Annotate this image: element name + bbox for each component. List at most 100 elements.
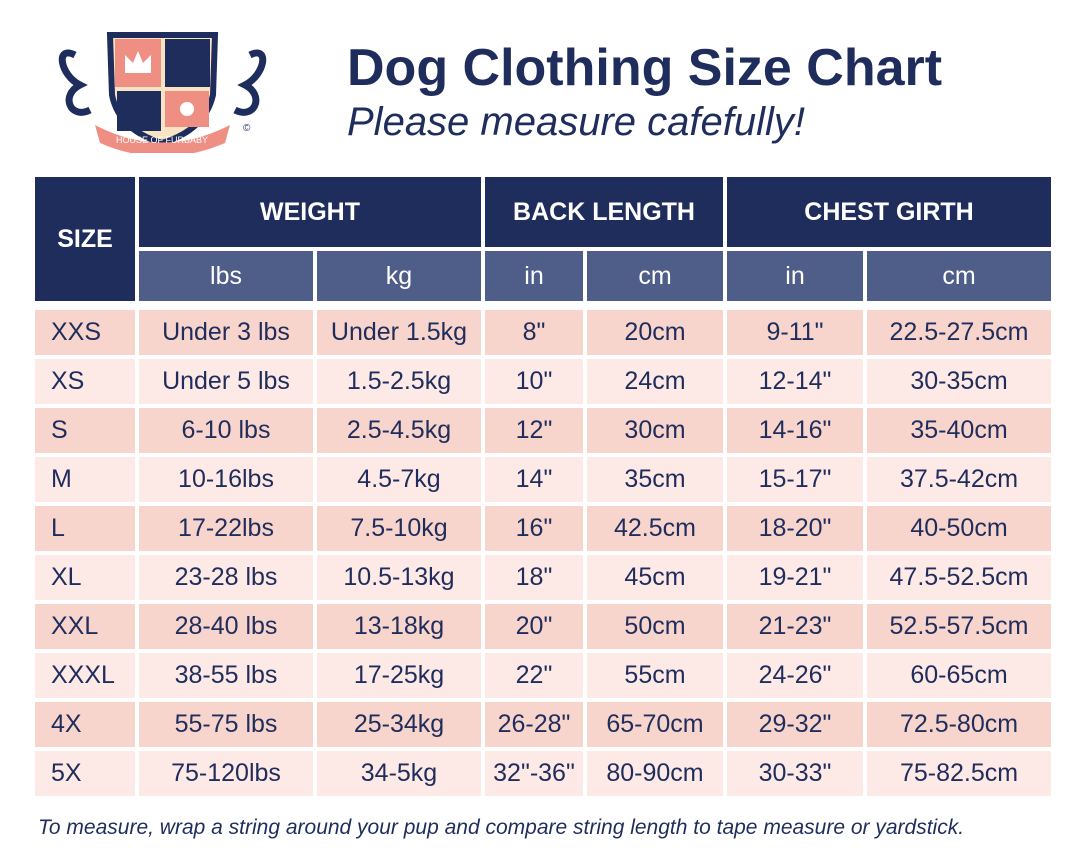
logo-quarter <box>165 39 210 87</box>
table-cell: 29-32" <box>727 702 863 747</box>
table-cell: 34-5kg <box>317 751 481 796</box>
table-cell: 24-26" <box>727 653 863 698</box>
table-cell: 52.5-57.5cm <box>867 604 1052 649</box>
table-cell: 13-18kg <box>317 604 481 649</box>
table-cell: 18-20" <box>727 506 863 551</box>
table-cell: 1.5-2.5kg <box>317 359 481 404</box>
table-cell: 37.5-42cm <box>867 457 1052 502</box>
table-row: XS Under 5 lbs 1.5-2.5kg 10" 24cm 12-14" 30-35… <box>35 359 1052 404</box>
subheader-cell: kg <box>317 251 481 301</box>
table-cell: 55-75 lbs <box>139 702 313 747</box>
size-cell: XL <box>35 555 135 600</box>
table-cell: 60-65cm <box>867 653 1052 698</box>
subheader-cell: lbs <box>139 251 313 301</box>
table-row: 5X 75-120lbs 34-5kg 32"-36" 80-90cm 30-33" 75-… <box>35 751 1052 796</box>
size-cell: M <box>35 457 135 502</box>
table-cell: 14-16" <box>727 408 863 453</box>
table-cell: Under 5 lbs <box>139 359 313 404</box>
table-cell: 9-11" <box>727 310 863 355</box>
table-cell: 47.5-52.5cm <box>867 555 1052 600</box>
size-cell: XXL <box>35 604 135 649</box>
table-row: XL 23-28 lbs 10.5-13kg 18" 45cm 19-21" 47.5-52… <box>35 555 1052 600</box>
subheader-cell: in <box>485 251 583 301</box>
table-cell: 10" <box>485 359 583 404</box>
table-cell: 75-120lbs <box>139 751 313 796</box>
logo: HOUSE OF FURBABY © <box>58 32 267 153</box>
table-row: M 10-16lbs 4.5-7kg 14" 35cm 15-17" 37.5-42cm <box>35 457 1052 502</box>
subheader-cell: cm <box>867 251 1052 301</box>
size-cell: S <box>35 408 135 453</box>
logo-mark: © <box>243 123 251 134</box>
table-cell: 16" <box>485 506 583 551</box>
table-cell: 6-10 lbs <box>139 408 313 453</box>
table-cell: 10-16lbs <box>139 457 313 502</box>
table-cell: 80-90cm <box>587 751 723 796</box>
table-row: XXS Under 3 lbs Under 1.5kg 8" 20cm 9-11" 22.5… <box>35 310 1052 355</box>
table-cell: 18" <box>485 555 583 600</box>
table-cell: 75-82.5cm <box>867 751 1052 796</box>
table-cell: 42.5cm <box>587 506 723 551</box>
table-cell: 72.5-80cm <box>867 702 1052 747</box>
table-cell: 19-21" <box>727 555 863 600</box>
table-row: S 6-10 lbs 2.5-4.5kg 12" 30cm 14-16" 35-40cm <box>35 408 1052 453</box>
size-cell: XXXL <box>35 653 135 698</box>
table-cell: 8" <box>485 310 583 355</box>
table-cell: 40-50cm <box>867 506 1052 551</box>
table-cell: 7.5-10kg <box>317 506 481 551</box>
subheader-cell: in <box>727 251 863 301</box>
size-table: SIZE WEIGHT BACK LENGTH CHEST GIRTH lbs … <box>31 173 1055 800</box>
table-cell: Under 3 lbs <box>139 310 313 355</box>
subtitle: Please measure cafefully! <box>347 100 806 144</box>
table-cell: 30cm <box>587 408 723 453</box>
table-cell: 4.5-7kg <box>317 457 481 502</box>
size-cell: L <box>35 506 135 551</box>
size-cell: XXS <box>35 310 135 355</box>
table-row: XXL 28-40 lbs 13-18kg 20" 50cm 21-23" 52.5-57.… <box>35 604 1052 649</box>
table-cell: 2.5-4.5kg <box>317 408 481 453</box>
header-cell: WEIGHT <box>139 177 481 247</box>
table-row: XXXL 38-55 lbs 17-25kg 22" 55cm 24-26" 60-65cm <box>35 653 1052 698</box>
table-cell: 14" <box>485 457 583 502</box>
table-cell: 55cm <box>587 653 723 698</box>
table-cell: 25-34kg <box>317 702 481 747</box>
header-cell: BACK LENGTH <box>485 177 723 247</box>
logo-swirl <box>233 49 267 116</box>
table-cell: 30-35cm <box>867 359 1052 404</box>
table-cell: 15-17" <box>727 457 863 502</box>
size-cell: XS <box>35 359 135 404</box>
table-cell: 10.5-13kg <box>317 555 481 600</box>
table-cell: Under 1.5kg <box>317 310 481 355</box>
logo-swirl <box>58 49 92 116</box>
table-row: L 17-22lbs 7.5-10kg 16" 42.5cm 18-20" 40-50cm <box>35 506 1052 551</box>
table-cell: 26-28" <box>485 702 583 747</box>
table-cell: 17-25kg <box>317 653 481 698</box>
table-cell: 28-40 lbs <box>139 604 313 649</box>
table-cell: 65-70cm <box>587 702 723 747</box>
size-cell: 4X <box>35 702 135 747</box>
table-cell: 35cm <box>587 457 723 502</box>
header-cell: SIZE <box>35 177 135 301</box>
table-cell: 17-22lbs <box>139 506 313 551</box>
header-cell: CHEST GIRTH <box>727 177 1052 247</box>
table-cell: 20" <box>485 604 583 649</box>
table-cell: 45cm <box>587 555 723 600</box>
logo-quarter <box>117 91 161 131</box>
footer-note: To measure, wrap a string around your pu… <box>38 816 965 839</box>
table-cell: 22.5-27.5cm <box>867 310 1052 355</box>
logo-text: HOUSE OF FURBABY <box>116 135 208 145</box>
table-row: 4X 55-75 lbs 25-34kg 26-28" 65-70cm 29-32" 72.… <box>35 702 1052 747</box>
logo-ribbon <box>95 125 230 153</box>
table-cell: 24cm <box>587 359 723 404</box>
table-cell: 30-33" <box>727 751 863 796</box>
table-cell: 12-14" <box>727 359 863 404</box>
table-cell: 22" <box>485 653 583 698</box>
table-body: XXS Under 3 lbs Under 1.5kg 8" 20cm 9-11" 22.5… <box>35 305 1052 796</box>
title: Dog Clothing Size Chart <box>347 39 943 97</box>
table-cell: 32"-36" <box>485 751 583 796</box>
subheader-cell: cm <box>587 251 723 301</box>
table-cell: 35-40cm <box>867 408 1052 453</box>
table-cell: 20cm <box>587 310 723 355</box>
logo-crown <box>125 51 151 73</box>
table-cell: 23-28 lbs <box>139 555 313 600</box>
